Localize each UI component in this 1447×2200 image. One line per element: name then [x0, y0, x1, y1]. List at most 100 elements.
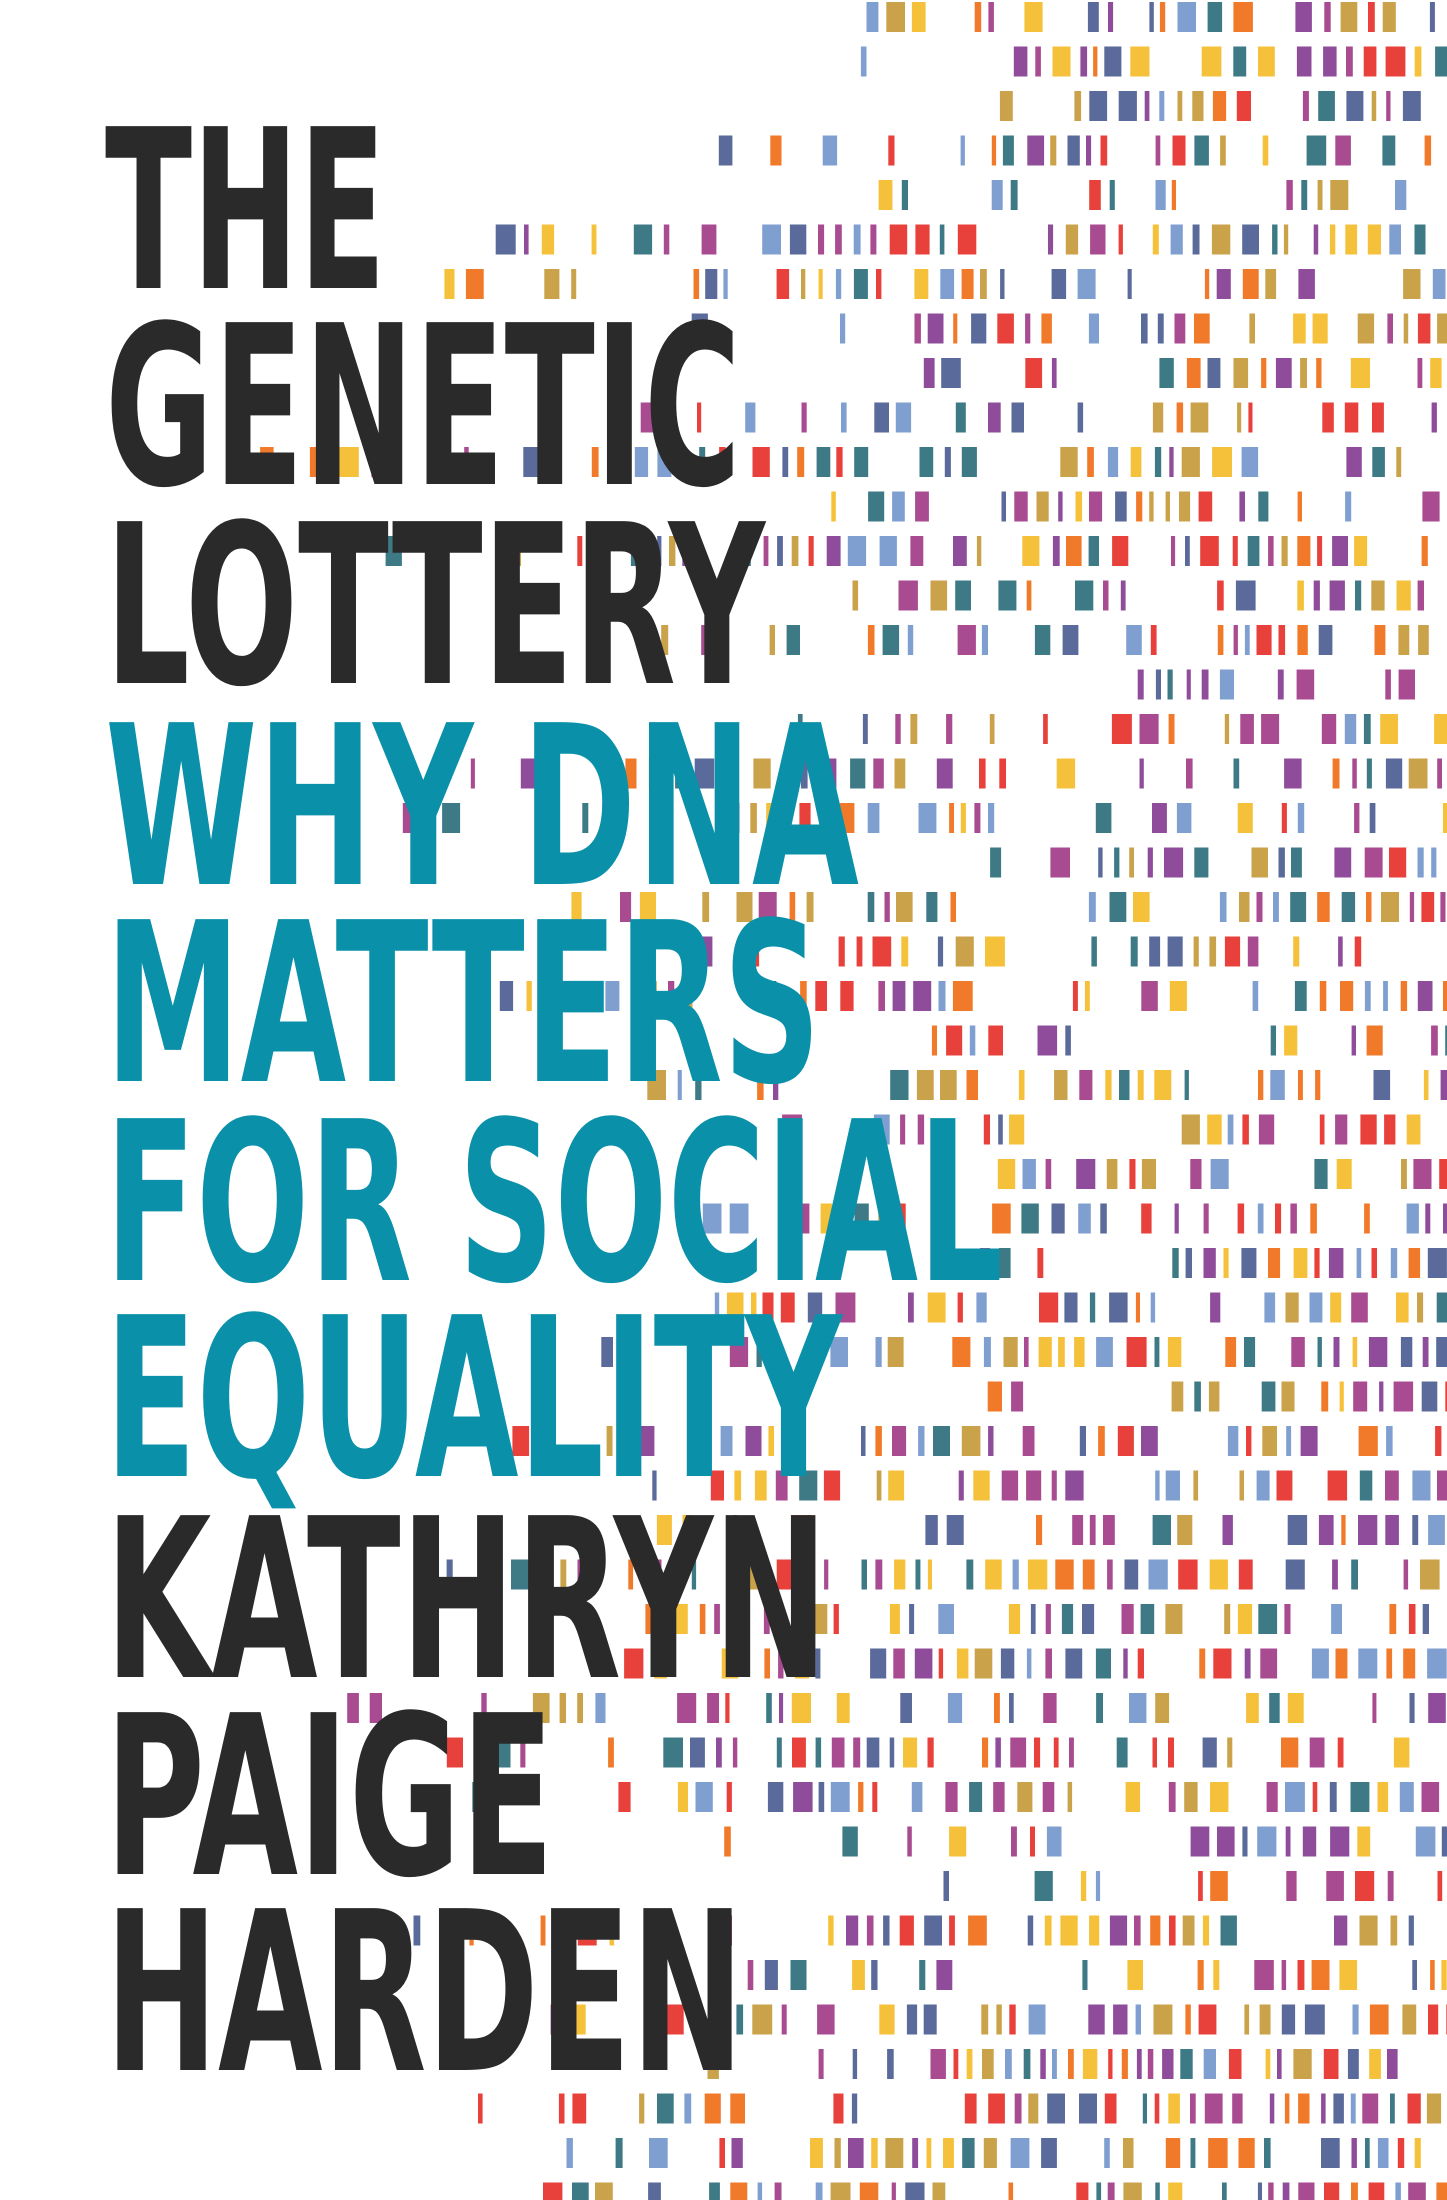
dna-bar	[1225, 1337, 1237, 1367]
dna-bar	[1023, 2049, 1031, 2079]
dna-bar	[1269, 1693, 1280, 1723]
dna-bar	[1103, 1515, 1115, 1545]
dna-bar	[1034, 625, 1051, 655]
dna-bar	[894, 1559, 906, 1590]
dna-bar	[609, 1915, 615, 1946]
dna-bar	[718, 135, 733, 166]
dna-bar	[1318, 91, 1335, 121]
dna-bar	[1407, 2093, 1421, 2124]
dna-bar	[1332, 536, 1348, 566]
dna-bar	[1431, 847, 1437, 878]
dna-bar	[1420, 1559, 1440, 1590]
dna-bar	[572, 2004, 586, 2035]
dna-bar	[606, 1426, 613, 1456]
dna-bar	[1421, 1782, 1440, 1812]
dna-bar	[1159, 91, 1165, 121]
dna-bar	[654, 1648, 667, 1679]
dna-bar	[582, 803, 589, 833]
dna-bar	[1415, 1826, 1436, 1857]
dna-bar	[1172, 135, 1186, 166]
dna-bar	[1423, 1070, 1429, 1100]
dna-bar	[1297, 1960, 1305, 1990]
dna-bar	[1185, 536, 1190, 566]
dna-bar	[769, 625, 775, 655]
dna-bar	[1045, 1648, 1052, 1679]
dna-bar	[1068, 2049, 1074, 2079]
dna-bar	[800, 981, 807, 1011]
dna-bar	[1133, 892, 1150, 922]
dna-bar	[1432, 269, 1446, 299]
dna-bar	[1356, 1248, 1362, 1278]
dna-bar	[1058, 491, 1063, 522]
dna-bar	[817, 2004, 835, 2035]
dna-bar	[618, 1782, 631, 1812]
dna-bar	[834, 2138, 841, 2168]
dna-bar	[882, 625, 900, 655]
dna-bar	[941, 358, 961, 388]
dna-bar	[949, 1826, 967, 1857]
dna-bar	[1347, 2049, 1359, 2079]
dna-bar	[770, 1337, 777, 1367]
dna-bar	[1439, 1159, 1447, 1189]
dna-bar	[601, 1337, 613, 1367]
dna-bar	[1336, 1159, 1352, 1189]
dna-bar	[1193, 1470, 1199, 1501]
dna-bar	[1387, 313, 1393, 344]
dna-bar	[1088, 313, 1099, 344]
dna-bar	[1053, 1737, 1059, 1768]
dna-bar	[989, 714, 995, 744]
dna-bar	[1155, 2182, 1160, 2200]
dna-bar	[1298, 1070, 1303, 1100]
dna-bar	[1167, 669, 1173, 700]
dna-bar	[1136, 2049, 1142, 2079]
dna-bar	[1350, 358, 1370, 388]
dna-bar	[1010, 180, 1018, 210]
dna-bar	[938, 981, 946, 1011]
dna-bar	[818, 269, 823, 299]
dna-bar	[615, 2138, 623, 2168]
dna-bar	[1297, 491, 1302, 522]
dna-bar	[1368, 2, 1375, 32]
dna-bar	[385, 536, 402, 566]
dna-bar	[1193, 936, 1199, 967]
dna-bar	[860, 46, 867, 77]
dna-bar	[750, 803, 757, 833]
dna-bar	[1301, 180, 1308, 210]
dna-bar	[1238, 2138, 1255, 2168]
dna-bar	[1368, 1337, 1388, 1367]
dna-bar	[1409, 892, 1415, 922]
dna-bar	[620, 892, 632, 922]
dna-bar	[914, 269, 929, 299]
dna-bar	[936, 1960, 953, 1990]
dna-bar	[1377, 2138, 1389, 2168]
dna-bar	[571, 269, 577, 299]
dna-bar	[1257, 1203, 1264, 1234]
dna-bar	[540, 981, 545, 1011]
dna-bar	[835, 224, 842, 255]
dna-bar	[1399, 1782, 1414, 1812]
dna-bar	[628, 1559, 634, 1590]
dna-bar	[729, 1337, 749, 1367]
dna-bar	[1177, 1515, 1193, 1545]
dna-bar	[1371, 1248, 1377, 1278]
dna-bar	[818, 224, 825, 255]
dna-bar	[1216, 269, 1231, 299]
dna-bar	[1437, 1871, 1443, 1901]
dna-bar	[1302, 91, 1309, 121]
dna-bar	[1304, 2004, 1325, 2035]
dna-bar	[1330, 180, 1349, 210]
dna-bar	[1100, 135, 1108, 166]
dna-bar	[1369, 2049, 1381, 2079]
dna-bar	[1285, 1559, 1305, 1590]
dna-bar	[745, 1426, 762, 1456]
dna-bar	[895, 714, 901, 744]
dna-bar	[830, 2182, 851, 2200]
dna-bar	[444, 269, 455, 299]
dna-bar	[1109, 180, 1115, 210]
dna-bar	[1168, 714, 1175, 744]
dna-bar	[1087, 447, 1094, 477]
dna-bar	[854, 1203, 869, 1234]
dna-bar	[1297, 580, 1304, 611]
dna-bar	[641, 1426, 655, 1456]
dna-bar	[478, 2093, 483, 2124]
